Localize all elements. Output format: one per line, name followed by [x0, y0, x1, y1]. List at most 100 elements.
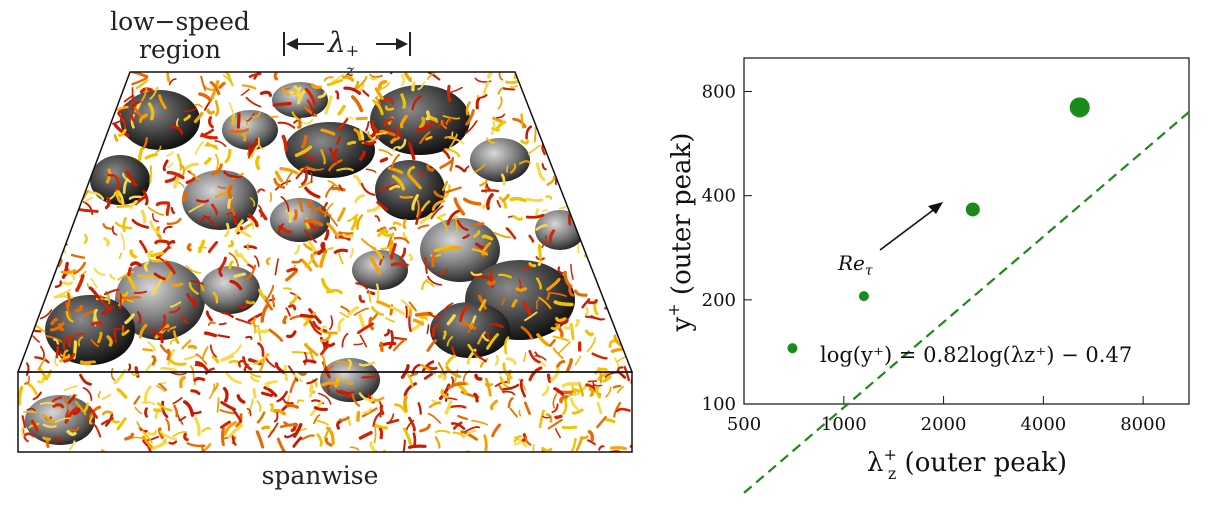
- vortex-structure: [23, 416, 26, 427]
- vortex-structure: [598, 403, 601, 412]
- vortex-structure: [586, 308, 588, 314]
- vortex-structure: [216, 155, 218, 170]
- vortex-structure: [340, 418, 348, 421]
- vortex-structure: [173, 398, 182, 404]
- vortex-structure: [342, 334, 347, 347]
- vortex-structure: [245, 246, 256, 248]
- vortex-structure: [244, 224, 252, 229]
- vortex-structure: [208, 110, 213, 113]
- vortex-structure: [422, 280, 427, 289]
- vortex-structure: [230, 345, 241, 355]
- vortex-structure: [254, 390, 255, 397]
- vortex-structure: [85, 235, 87, 243]
- vortex-structure: [288, 332, 295, 337]
- vortex-structure: [248, 244, 249, 249]
- vortex-structure: [283, 137, 286, 150]
- vortex-structure: [530, 368, 541, 380]
- vortex-structure: [363, 91, 368, 96]
- vortex-structure: [390, 414, 394, 421]
- vortex-structure: [171, 340, 175, 344]
- vortex-structure: [298, 400, 304, 403]
- vortex-structure: [24, 412, 36, 413]
- vortex-structure: [241, 89, 249, 95]
- vortex-structure: [162, 368, 176, 370]
- vortex-structure: [617, 409, 629, 411]
- vortex-structure: [233, 117, 234, 123]
- vortex-structure: [126, 435, 133, 439]
- vortex-structure: [410, 255, 412, 260]
- vortex-structure: [321, 252, 326, 267]
- vortex-structure: [85, 198, 92, 202]
- vortex-structure: [555, 389, 563, 395]
- x-tick-label: 8000: [1120, 414, 1166, 435]
- vortex-structure: [302, 435, 314, 439]
- vortex-structure: [376, 216, 380, 221]
- vortex-structure: [222, 428, 223, 444]
- vortex-structure: [458, 416, 467, 419]
- vortex-structure: [557, 319, 565, 321]
- vortex-structure: [192, 391, 199, 394]
- vortex-structure: [259, 344, 264, 356]
- vortex-structure: [524, 353, 526, 362]
- lambda-arrowhead-right: [396, 38, 408, 50]
- vortex-structure: [498, 97, 501, 109]
- vortex-structure: [326, 231, 328, 239]
- vortex-structure: [372, 308, 383, 315]
- vortex-structure: [511, 409, 517, 417]
- vortex-structure: [167, 151, 173, 155]
- vortex-structure: [340, 233, 352, 234]
- vortex-structure: [216, 101, 218, 115]
- vortex-structure: [288, 269, 296, 271]
- vortex-structure: [436, 431, 450, 433]
- vortex-structure: [271, 193, 272, 201]
- vortex-structure: [360, 433, 371, 438]
- vortex-structure: [266, 382, 277, 385]
- vortex-structure: [287, 173, 292, 185]
- vortex-structure: [293, 260, 301, 262]
- vortex-structure: [35, 331, 40, 332]
- vortex-structure: [336, 92, 338, 99]
- vortex-structure: [143, 349, 152, 350]
- vortex-structure: [323, 383, 338, 385]
- vortex-structure: [476, 376, 481, 380]
- spanwise-label: spanwise: [240, 462, 400, 490]
- vortex-structure: [406, 372, 413, 387]
- vortex-structure: [493, 425, 500, 436]
- vortex-structure: [72, 255, 84, 258]
- vortex-structure: [339, 319, 343, 331]
- vortex-structure: [313, 85, 320, 88]
- y-tick-label: 800: [702, 82, 736, 103]
- x-tick-label: 500: [727, 414, 761, 435]
- vortex-structure: [599, 446, 603, 449]
- y-tick-label: 400: [702, 186, 736, 207]
- vortex-structure: [142, 402, 155, 404]
- vortex-structure: [517, 289, 526, 291]
- vortex-structure: [185, 402, 193, 415]
- vortex-structure: [360, 335, 366, 346]
- vortex-structure: [406, 73, 411, 81]
- vortex-structure: [315, 408, 326, 410]
- vortex-structure: [486, 379, 490, 395]
- vortex-structure: [168, 67, 170, 81]
- lambda-superscript: +: [346, 42, 359, 60]
- vortex-structure: [560, 207, 566, 209]
- vortex-structure: [185, 434, 187, 439]
- vortex-structure: [571, 265, 573, 280]
- vortex-structure: [258, 326, 260, 341]
- vortex-structure: [285, 366, 286, 379]
- vortex-structure: [525, 403, 529, 414]
- vortex-structure: [550, 340, 555, 345]
- data-point: [966, 202, 980, 216]
- vortex-structure: [113, 420, 119, 422]
- vortex-structure: [318, 435, 322, 446]
- lambda-label: λ+z: [328, 28, 358, 59]
- vortex-structure: [288, 405, 297, 407]
- vortex-structure: [254, 318, 256, 326]
- vortex-structure: [63, 283, 71, 284]
- vortex-structure: [291, 378, 297, 392]
- vortex-structure: [380, 429, 381, 437]
- re-tau-text: Re: [837, 251, 865, 275]
- vortex-structure: [200, 94, 210, 100]
